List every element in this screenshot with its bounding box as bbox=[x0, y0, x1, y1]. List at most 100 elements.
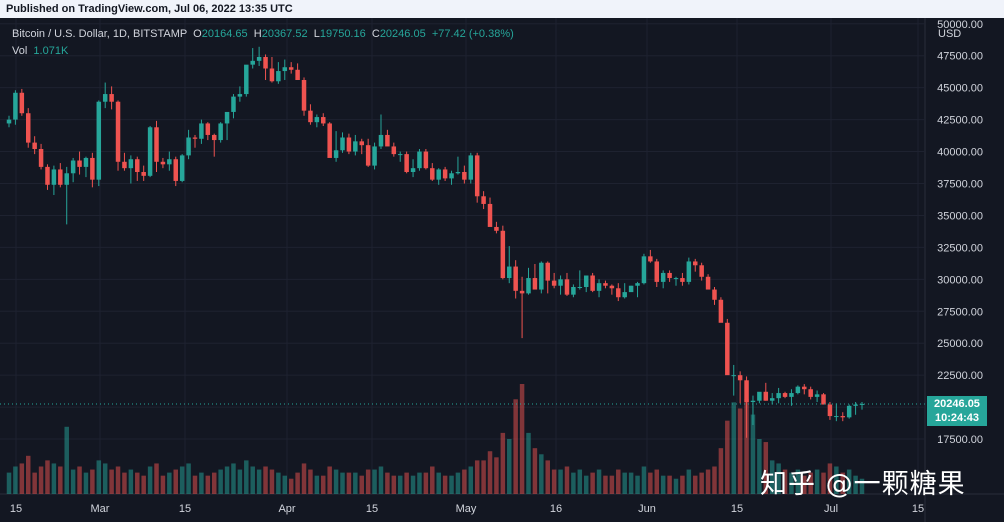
candle-body bbox=[359, 141, 364, 146]
candlestick-chart[interactable]: 17500.0020000.0022500.0025000.0027500.00… bbox=[0, 18, 1004, 522]
volume-bar bbox=[622, 472, 627, 494]
volume-bar bbox=[609, 475, 615, 494]
vol-label[interactable]: Vol bbox=[12, 45, 28, 57]
volume-bar bbox=[231, 463, 236, 494]
candle-body bbox=[224, 111, 230, 124]
candle-body bbox=[507, 266, 512, 279]
x-tick-label: 15 bbox=[731, 503, 743, 515]
volume-bar bbox=[571, 472, 576, 494]
volume-bar bbox=[507, 439, 512, 494]
candle-body bbox=[301, 80, 307, 111]
x-tick-label: Jul bbox=[824, 503, 838, 515]
volume-bar bbox=[551, 469, 557, 494]
volume-bar bbox=[314, 475, 320, 494]
candle-body bbox=[397, 154, 403, 156]
volume-bar bbox=[526, 432, 531, 494]
candle-body bbox=[391, 146, 397, 155]
volume-bar bbox=[410, 475, 416, 494]
candle-body bbox=[211, 134, 217, 141]
candle-body bbox=[603, 283, 608, 286]
volume-bar bbox=[321, 475, 326, 494]
candle-body bbox=[128, 159, 134, 169]
volume-bar bbox=[397, 475, 403, 494]
volume-bar bbox=[442, 475, 448, 494]
volume-bar bbox=[135, 472, 140, 494]
volume-bar bbox=[718, 448, 724, 494]
candle-body bbox=[365, 145, 371, 166]
volume-bar bbox=[96, 460, 102, 494]
volume-bar bbox=[122, 472, 127, 494]
candle-body bbox=[680, 278, 685, 282]
ohlc-legend: Bitcoin / U.S. Dollar, 1D, BITSTAMP O201… bbox=[12, 28, 514, 40]
volume-bar bbox=[853, 475, 858, 494]
volume-bar bbox=[109, 469, 114, 494]
candle-body bbox=[205, 123, 211, 135]
volume-bar bbox=[628, 472, 634, 494]
candle-body bbox=[423, 151, 429, 169]
volume-bar bbox=[244, 460, 249, 494]
candle-body bbox=[282, 67, 288, 72]
candle-body bbox=[378, 134, 384, 147]
candle-body bbox=[789, 393, 794, 397]
volume-bar bbox=[58, 466, 63, 494]
candle-body bbox=[532, 278, 538, 290]
candle-body bbox=[13, 92, 18, 120]
volume-bar bbox=[750, 414, 756, 494]
currency-label[interactable]: USD bbox=[938, 28, 962, 40]
volume-bar bbox=[449, 475, 454, 494]
volume-bar bbox=[731, 402, 736, 494]
volume-bar bbox=[295, 472, 300, 494]
candle-body bbox=[25, 113, 31, 143]
candle-body bbox=[109, 94, 114, 102]
candle-body bbox=[449, 173, 454, 179]
change-value: +77.42 (+0.38%) bbox=[431, 28, 514, 40]
volume-bar bbox=[737, 408, 743, 494]
volume-bar bbox=[821, 472, 826, 494]
volume-bar bbox=[70, 469, 76, 494]
volume-bar bbox=[51, 463, 57, 494]
symbol-title[interactable]: Bitcoin / U.S. Dollar, 1D, BITSTAMP bbox=[12, 28, 188, 40]
candle-body bbox=[83, 157, 89, 167]
candle-body bbox=[814, 394, 820, 397]
candle-body bbox=[795, 386, 801, 394]
volume-bar bbox=[45, 460, 50, 494]
published-banner: Published on TradingView.com, Jul 06, 20… bbox=[0, 0, 1004, 18]
candle-body bbox=[353, 141, 358, 152]
volume-bar bbox=[789, 472, 794, 494]
volume-bar bbox=[769, 460, 775, 494]
x-tick-label: May bbox=[456, 503, 477, 515]
volume-bar bbox=[686, 469, 692, 494]
volume-bar bbox=[487, 451, 493, 494]
candle-body bbox=[693, 261, 698, 266]
candle-body bbox=[32, 142, 37, 149]
candle-body bbox=[769, 398, 775, 401]
volume-bar bbox=[667, 475, 672, 494]
candle-body bbox=[314, 117, 320, 123]
close-value: 20246.05 bbox=[379, 28, 426, 40]
candle-body bbox=[372, 146, 377, 166]
volume-bar bbox=[115, 466, 121, 494]
volume-bar bbox=[77, 466, 82, 494]
volume-bar bbox=[641, 466, 647, 494]
open-label: O bbox=[193, 28, 202, 40]
volume-bar bbox=[744, 399, 749, 494]
bar-countdown: 10:24:43 bbox=[934, 411, 980, 424]
volume-bar bbox=[776, 463, 781, 494]
x-tick-label: Jun bbox=[638, 503, 656, 515]
volume-bar bbox=[186, 463, 191, 494]
volume-bar bbox=[417, 472, 422, 494]
candle-body bbox=[699, 265, 704, 277]
candle-body bbox=[590, 275, 595, 291]
candle-body bbox=[667, 272, 672, 279]
volume-bar bbox=[725, 420, 730, 494]
volume-bar bbox=[6, 472, 12, 494]
volume-bar bbox=[301, 463, 307, 494]
volume-bar bbox=[840, 472, 846, 494]
volume-bar bbox=[365, 469, 371, 494]
candle-body bbox=[276, 71, 281, 82]
y-tick-label: 45000.00 bbox=[937, 83, 983, 95]
volume-bar bbox=[846, 469, 852, 494]
candle-body bbox=[70, 160, 76, 174]
volume-bar bbox=[359, 475, 364, 494]
candle-body bbox=[846, 405, 852, 418]
